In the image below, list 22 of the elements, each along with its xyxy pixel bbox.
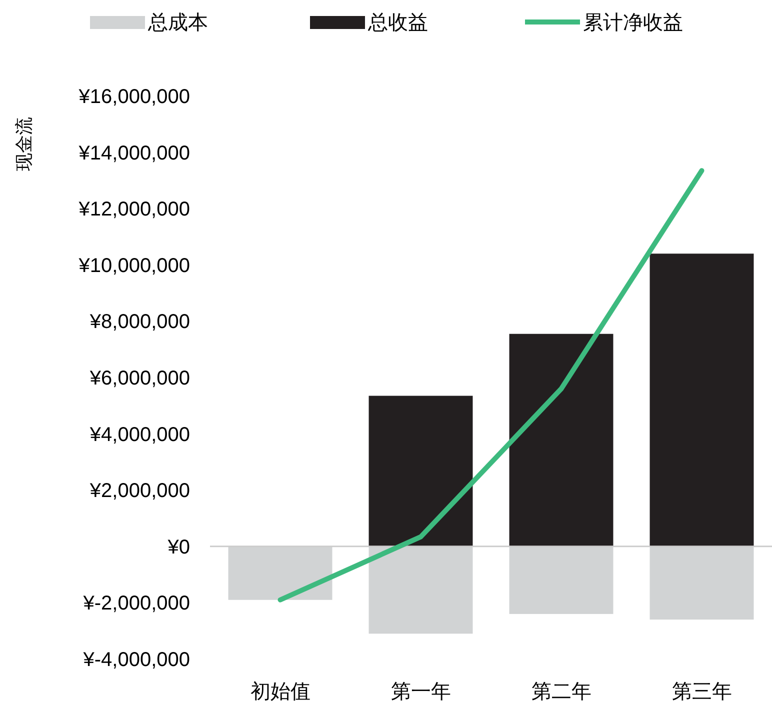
- y-tick-label: ¥12,000,000: [78, 198, 190, 221]
- y-tick-label: ¥-4,000,000: [82, 649, 190, 671]
- y-tick-label: ¥14,000,000: [78, 142, 190, 164]
- y-tick-label: ¥4,000,000: [88, 424, 190, 446]
- legend-label: 累计净收益: [583, 12, 683, 34]
- y-tick-label: ¥16,000,000: [78, 86, 190, 108]
- bar: [509, 334, 614, 546]
- y-tick-label: ¥0: [166, 536, 190, 558]
- y-axis-title: 现金流: [14, 117, 34, 171]
- bar: [368, 396, 473, 546]
- y-tick-label: ¥2,000,000: [88, 480, 190, 502]
- x-tick-label: 初始值: [250, 681, 310, 703]
- y-tick-label: ¥-2,000,000: [82, 592, 190, 615]
- x-tick-label: 第三年: [672, 681, 732, 703]
- legend-label: 总成本: [147, 12, 208, 34]
- bar: [650, 254, 754, 546]
- y-tick-label: ¥10,000,000: [78, 254, 190, 277]
- y-tick-label: ¥6,000,000: [88, 368, 190, 390]
- x-tick-label: 第一年: [390, 681, 451, 703]
- legend-label: 总收益: [367, 12, 428, 34]
- y-tick-label: ¥8,000,000: [88, 311, 190, 334]
- x-tick-label: 第二年: [531, 681, 592, 703]
